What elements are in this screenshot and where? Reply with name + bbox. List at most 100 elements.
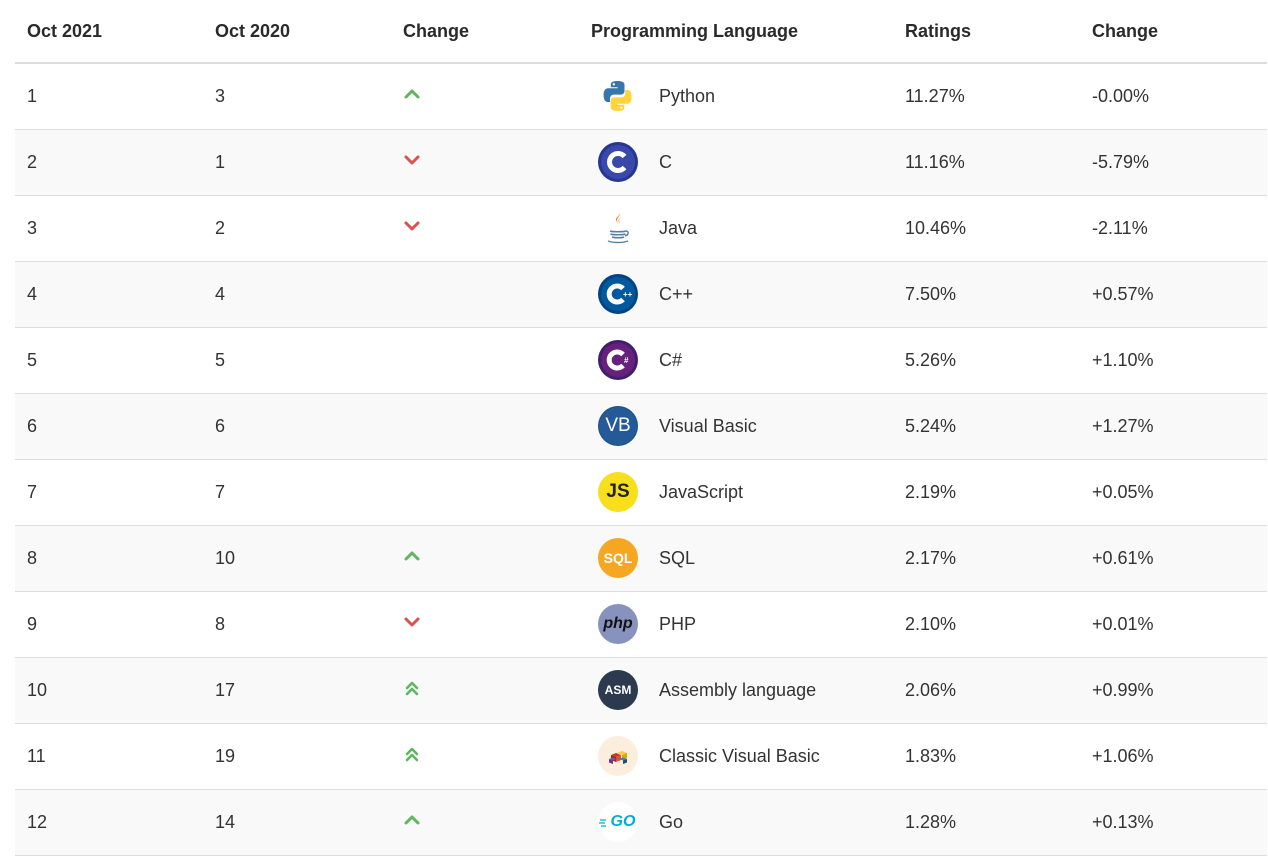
sql-logo-icon: SQL: [597, 537, 639, 579]
javascript-logo-icon: JS: [597, 471, 639, 513]
rank-previous: 4: [203, 261, 391, 328]
csharp-logo-icon: #: [597, 339, 639, 381]
rating-change-value: +1.27%: [1080, 393, 1267, 460]
header-current-month: Oct 2021: [15, 0, 203, 64]
table-body: 1 3 Python 11.27% -0.00% 2 1 C 11.16% -5…: [15, 63, 1267, 856]
rank-previous: 7: [203, 459, 391, 526]
rating-value: 2.17%: [893, 525, 1080, 592]
javascript-logo-text: JS: [606, 481, 630, 502]
language-name: C: [659, 129, 893, 196]
rank-change: [391, 327, 579, 394]
rating-change-value: +0.01%: [1080, 591, 1267, 658]
rating-value: 5.26%: [893, 327, 1080, 394]
language-logo-cell: [579, 195, 659, 262]
table-row: 10 17 ASM Assembly language 2.06% +0.99%: [15, 657, 1267, 724]
language-logo-cell: ASM: [579, 657, 659, 724]
rank-current: 2: [15, 129, 203, 196]
visual-basic-logo-text: VB: [605, 415, 631, 436]
table-row: 2 1 C 11.16% -5.79%: [15, 129, 1267, 196]
table-row: 9 8 php PHP 2.10% +0.01%: [15, 591, 1267, 658]
table-row: 6 6 VB Visual Basic 5.24% +1.27%: [15, 393, 1267, 460]
php-logo-text: php: [603, 615, 633, 632]
language-name: Visual Basic: [659, 393, 893, 460]
rank-change: [391, 63, 579, 130]
rating-value: 2.19%: [893, 459, 1080, 526]
rank-previous: 19: [203, 723, 391, 790]
rank-up-icon: [404, 89, 420, 99]
rating-change-value: +0.13%: [1080, 789, 1267, 856]
header-ratings: Ratings: [893, 0, 1080, 64]
table-row: 8 10 SQL SQL 2.17% +0.61%: [15, 525, 1267, 592]
rank-down-icon: [404, 221, 420, 230]
rank-down-icon: [404, 155, 420, 164]
sql-logo-text: SQL: [603, 550, 633, 566]
rank-current: 3: [15, 195, 203, 262]
go-logo-text: GO: [610, 813, 636, 830]
rating-value: 7.50%: [893, 261, 1080, 328]
rank-current: 10: [15, 657, 203, 724]
rating-value: 2.10%: [893, 591, 1080, 658]
header-rank-change: Change: [391, 0, 579, 64]
rank-current: 8: [15, 525, 203, 592]
rank-change: [391, 657, 579, 724]
rank-double-up-icon: [405, 747, 419, 761]
rank-current: 4: [15, 261, 203, 328]
rank-change: [391, 789, 579, 856]
header-previous-month: Oct 2020: [203, 0, 391, 64]
rank-change: [391, 129, 579, 196]
language-name: C++: [659, 261, 893, 328]
rank-change: [391, 591, 579, 658]
rating-value: 1.28%: [893, 789, 1080, 856]
rating-change-value: +1.10%: [1080, 327, 1267, 394]
rank-change: [391, 393, 579, 460]
table-row: 7 7 JS JavaScript 2.19% +0.05%: [15, 459, 1267, 526]
language-name: Classic Visual Basic: [659, 723, 893, 790]
rank-change: [391, 723, 579, 790]
rank-change: [391, 261, 579, 328]
table-row: 3 2 Java 10.46% -2.11%: [15, 195, 1267, 262]
language-name: Assembly language: [659, 657, 893, 724]
rating-value: 2.06%: [893, 657, 1080, 724]
rating-change-value: +0.61%: [1080, 525, 1267, 592]
table-row: 12 14 GO Go 1.28% +0.13%: [15, 789, 1267, 856]
language-logo-cell: #: [579, 327, 659, 394]
assembly-logo-icon: ASM: [597, 669, 639, 711]
rating-value: 11.16%: [893, 129, 1080, 196]
table-row: 5 5 # C# 5.26% +1.10%: [15, 327, 1267, 394]
header-row: Oct 2021 Oct 2020 Change Programming Lan…: [15, 0, 1267, 64]
classic-visual-basic-logo-icon: [597, 735, 639, 777]
language-logo-cell: SQL: [579, 525, 659, 592]
rating-change-value: -5.79%: [1080, 129, 1267, 196]
visual-basic-logo-icon: VB: [597, 405, 639, 447]
rank-previous: 2: [203, 195, 391, 262]
go-logo-icon: GO: [597, 801, 639, 843]
rank-previous: 3: [203, 63, 391, 130]
tiobe-index-table: Oct 2021 Oct 2020 Change Programming Lan…: [15, 0, 1267, 856]
table-row: 1 3 Python 11.27% -0.00%: [15, 63, 1267, 130]
rank-current: 5: [15, 327, 203, 394]
rank-change: [391, 459, 579, 526]
rank-previous: 10: [203, 525, 391, 592]
rank-current: 1: [15, 63, 203, 130]
language-logo-cell: php: [579, 591, 659, 658]
language-logo-cell: [579, 63, 659, 130]
language-name: JavaScript: [659, 459, 893, 526]
rank-down-icon: [404, 617, 420, 626]
rank-change: [391, 525, 579, 592]
rank-previous: 5: [203, 327, 391, 394]
java-logo-icon: [597, 207, 639, 249]
rank-previous: 1: [203, 129, 391, 196]
language-name: PHP: [659, 591, 893, 658]
header-programming-language: Programming Language: [579, 0, 893, 64]
rank-current: 12: [15, 789, 203, 856]
rating-value: 11.27%: [893, 63, 1080, 130]
language-name: SQL: [659, 525, 893, 592]
svg-text:++: ++: [623, 290, 633, 299]
rank-current: 11: [15, 723, 203, 790]
c-logo-icon: [597, 141, 639, 183]
rating-change-value: -2.11%: [1080, 195, 1267, 262]
assembly-logo-text: ASM: [604, 683, 632, 697]
rank-double-up-icon: [405, 681, 419, 695]
rank-change: [391, 195, 579, 262]
python-logo-icon: [597, 75, 639, 117]
